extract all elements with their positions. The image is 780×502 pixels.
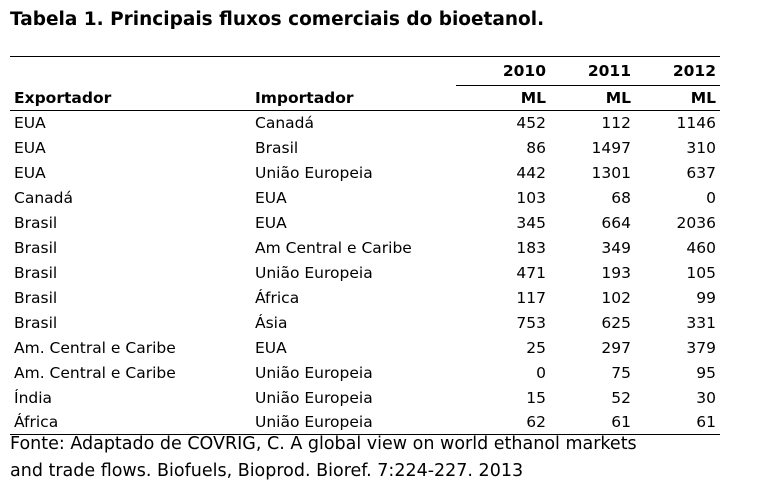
exporter-cell: Brasil <box>14 214 58 232</box>
value-2011-cell: 68 <box>611 189 631 207</box>
table-row: Índia União Europeia 15 52 30 <box>10 386 720 411</box>
importer-cell: Am Central e Caribe <box>255 239 412 257</box>
table-row: Am. Central e Caribe EUA 25 297 379 <box>10 336 720 361</box>
value-2012-cell: 105 <box>686 264 716 282</box>
value-2012-cell: 95 <box>696 364 716 382</box>
value-2011-cell: 1497 <box>591 139 631 157</box>
column-header-row: Exportador Importador ML ML ML <box>10 85 720 111</box>
table-row: Brasil Ásia 753 625 331 <box>10 311 720 336</box>
value-2011-cell: 112 <box>601 114 631 132</box>
value-2011-cell: 61 <box>550 411 635 435</box>
value-2012-cell: 1146 <box>676 114 716 132</box>
importer-cell: União Europeia <box>255 264 373 282</box>
importer-cell: União Europeia <box>255 164 373 182</box>
value-2010-cell: 25 <box>526 339 546 357</box>
value-2011-cell: 1301 <box>591 164 631 182</box>
exporter-cell: Brasil <box>14 264 58 282</box>
exporter-cell: Brasil <box>14 314 58 332</box>
value-2012-cell: 637 <box>686 164 716 182</box>
importer-cell: Brasil <box>255 139 299 157</box>
table-title: Tabela 1. Principais fluxos comerciais d… <box>10 9 545 30</box>
value-2010-cell: 86 <box>526 139 546 157</box>
value-2010-cell: 0 <box>536 364 546 382</box>
exporter-cell: Índia <box>14 389 53 407</box>
year-header-2012: 2012 <box>635 56 720 86</box>
table-body: EUA Canadá 452 112 1146 EUA Brasil 86 1497 310 EUA… <box>10 111 720 435</box>
importer-cell: União Europeia <box>251 411 456 435</box>
importer-column-header: Importador <box>251 85 456 111</box>
importer-cell: Ásia <box>255 314 288 332</box>
value-2012-cell: 460 <box>686 239 716 257</box>
exporter-cell: Brasil <box>14 289 58 307</box>
blank-header-cell <box>10 56 251 86</box>
year-header-row: 2010 2011 2012 <box>10 56 720 86</box>
exporter-cell: EUA <box>14 114 46 132</box>
value-2010-cell: 62 <box>456 411 550 435</box>
trade-flows-table: 2010 2011 2012 Exportador Importador ML … <box>10 56 720 435</box>
table-row: Brasil União Europeia 471 193 105 <box>10 261 720 286</box>
value-2011-cell: 75 <box>611 364 631 382</box>
table-row: África União Europeia 62 61 61 <box>10 411 720 435</box>
value-2011-cell: 664 <box>601 214 631 232</box>
value-2010-cell: 103 <box>516 189 546 207</box>
table-container: 2010 2011 2012 Exportador Importador ML … <box>10 56 720 435</box>
value-2011-cell: 193 <box>601 264 631 282</box>
source-line-1: Fonte: Adaptado de COVRIG, C. A global v… <box>10 434 637 454</box>
blank-header-cell <box>251 56 456 86</box>
value-2010-cell: 753 <box>516 314 546 332</box>
exporter-cell: Brasil <box>14 239 58 257</box>
value-2011-cell: 102 <box>601 289 631 307</box>
value-2012-cell: 331 <box>686 314 716 332</box>
table-row: EUA Brasil 86 1497 310 <box>10 136 720 161</box>
value-2010-cell: 117 <box>516 289 546 307</box>
value-2010-cell: 452 <box>516 114 546 132</box>
exporter-cell: Canadá <box>14 189 73 207</box>
value-2010-cell: 345 <box>516 214 546 232</box>
importer-cell: Canadá <box>255 114 314 132</box>
exporter-column-header: Exportador <box>10 85 251 111</box>
value-2012-cell: 61 <box>635 411 720 435</box>
importer-cell: União Europeia <box>255 364 373 382</box>
table-row: Brasil EUA 345 664 2036 <box>10 211 720 236</box>
source-line-2: and trade flows. Biofuels, Bioprod. Bior… <box>10 461 524 481</box>
value-2010-cell: 442 <box>516 164 546 182</box>
unit-header-2010: ML <box>456 85 550 111</box>
value-2011-cell: 625 <box>601 314 631 332</box>
value-2010-cell: 15 <box>526 389 546 407</box>
exporter-cell: EUA <box>14 164 46 182</box>
importer-cell: União Europeia <box>255 389 373 407</box>
value-2012-cell: 2036 <box>676 214 716 232</box>
table-row: EUA União Europeia 442 1301 637 <box>10 161 720 186</box>
value-2010-cell: 471 <box>516 264 546 282</box>
value-2011-cell: 349 <box>601 239 631 257</box>
importer-cell: EUA <box>255 214 287 232</box>
exporter-cell: EUA <box>14 139 46 157</box>
year-header-2010: 2010 <box>456 56 550 86</box>
table-row: Brasil África 117 102 99 <box>10 286 720 311</box>
value-2010-cell: 183 <box>516 239 546 257</box>
importer-cell: EUA <box>255 189 287 207</box>
table-row: Brasil Am Central e Caribe 183 349 460 <box>10 236 720 261</box>
value-2011-cell: 52 <box>611 389 631 407</box>
importer-cell: EUA <box>255 339 287 357</box>
value-2012-cell: 310 <box>686 139 716 157</box>
table-row: EUA Canadá 452 112 1146 <box>10 111 720 137</box>
exporter-cell: África <box>10 411 251 435</box>
value-2012-cell: 99 <box>696 289 716 307</box>
source-note: Fonte: Adaptado de COVRIG, C. A global v… <box>10 431 778 485</box>
value-2011-cell: 297 <box>601 339 631 357</box>
year-header-2011: 2011 <box>550 56 635 86</box>
table-row: Canadá EUA 103 68 0 <box>10 186 720 211</box>
unit-header-2011: ML <box>550 85 635 111</box>
unit-header-2012: ML <box>635 85 720 111</box>
table-row: Am. Central e Caribe União Europeia 0 75 95 <box>10 361 720 386</box>
value-2012-cell: 0 <box>706 189 716 207</box>
exporter-cell: Am. Central e Caribe <box>14 339 176 357</box>
exporter-cell: Am. Central e Caribe <box>14 364 176 382</box>
value-2012-cell: 30 <box>696 389 716 407</box>
value-2012-cell: 379 <box>686 339 716 357</box>
importer-cell: África <box>255 289 300 307</box>
